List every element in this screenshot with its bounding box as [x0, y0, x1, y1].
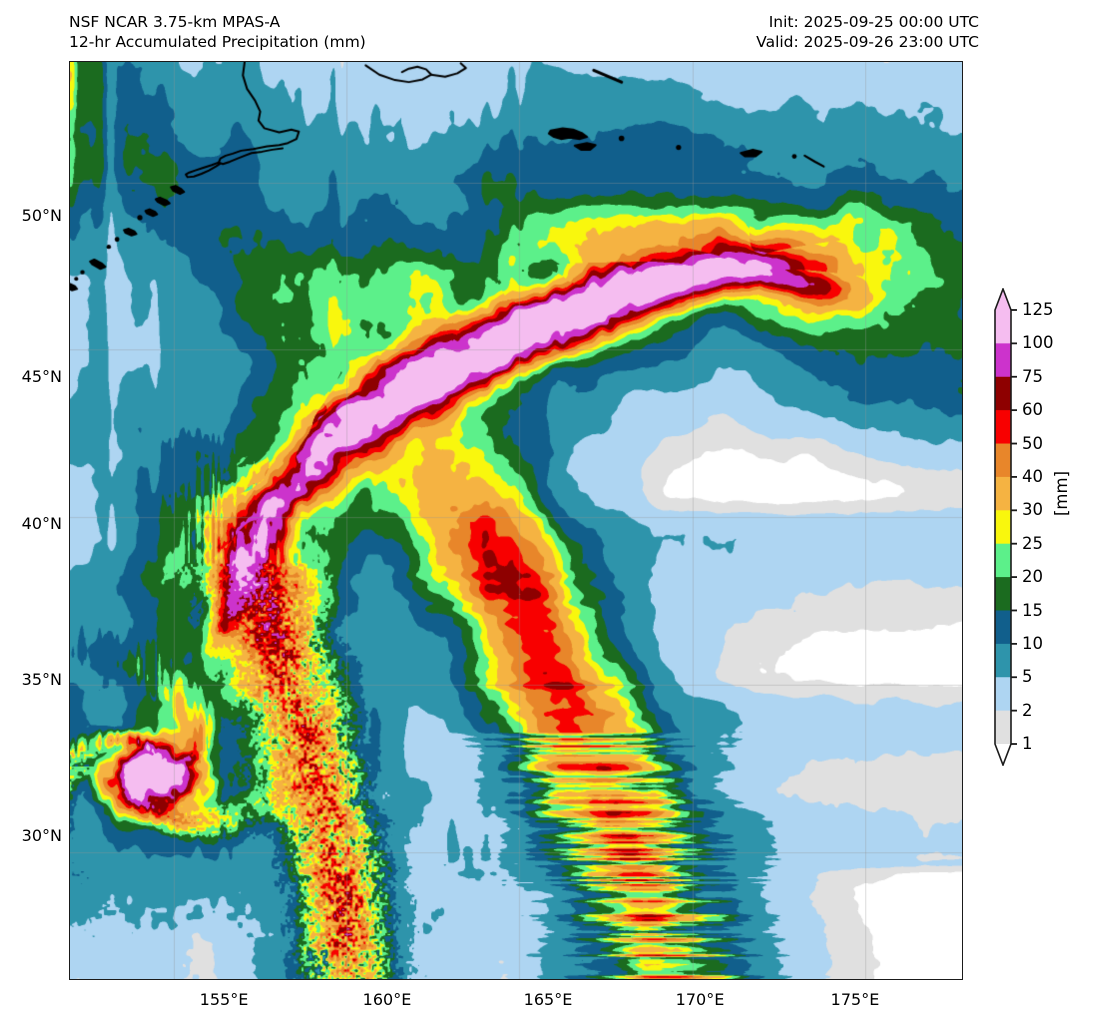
init-time-label: Init: 2025-09-25 00:00 UTC: [768, 13, 979, 31]
colorbar-tick-label: 25: [1022, 533, 1043, 553]
colorbar-tick-label: 10: [1022, 633, 1043, 653]
colorbar-tick-label: 50: [1022, 433, 1043, 453]
colorbar-tick-label: 100: [1022, 333, 1054, 353]
colorbar-tick-label: 60: [1022, 399, 1043, 419]
colorbar-unit-label: [mm]: [1052, 470, 1071, 516]
x-tick-label-170E: 170°E: [675, 990, 725, 1009]
y-tick-label-40N: 40°N: [21, 514, 62, 533]
colorbar-tick-label: 15: [1022, 600, 1043, 620]
colorbar-tick-label: 30: [1022, 500, 1043, 520]
colorbar-tick-label: 5: [1022, 666, 1033, 686]
y-tick-label-35N: 35°N: [21, 670, 62, 689]
x-tick-label-155E: 155°E: [199, 990, 249, 1009]
forecast-time-block: Init: 2025-09-25 00:00 UTC Valid: 2025-0…: [756, 12, 979, 52]
colorbar-tick-label: 40: [1022, 466, 1043, 486]
x-tick-label-175E: 175°E: [830, 990, 880, 1009]
colorbar-tick-label: 75: [1022, 366, 1043, 386]
model-title-line1: NSF NCAR 3.75-km MPAS-A: [69, 13, 281, 31]
x-tick-label-160E: 160°E: [362, 990, 412, 1009]
model-title-block: NSF NCAR 3.75-km MPAS-A 12-hr Accumulate…: [69, 12, 366, 52]
colorbar-tick-label: 125: [1022, 299, 1054, 319]
colorbar-tick-label: 1: [1022, 733, 1033, 753]
y-tick-label-45N: 45°N: [21, 367, 62, 386]
model-title-line2: 12-hr Accumulated Precipitation (mm): [69, 33, 366, 51]
colorbar[interactable]: 125 100 75 60 50 40 30 25 20 15 10 5 2 1: [988, 288, 1054, 766]
colorbar-tick-label: 20: [1022, 566, 1043, 586]
x-tick-label-165E: 165°E: [523, 990, 573, 1009]
y-tick-label-30N: 30°N: [21, 826, 62, 845]
y-tick-label-50N: 50°N: [21, 206, 62, 225]
colorbar-gradient: [994, 288, 1017, 766]
precipitation-map-plot[interactable]: [69, 61, 963, 980]
precipitation-field-canvas: [70, 62, 962, 979]
colorbar-tick-label: 2: [1022, 700, 1033, 720]
valid-time-label: Valid: 2025-09-26 23:00 UTC: [756, 33, 979, 51]
